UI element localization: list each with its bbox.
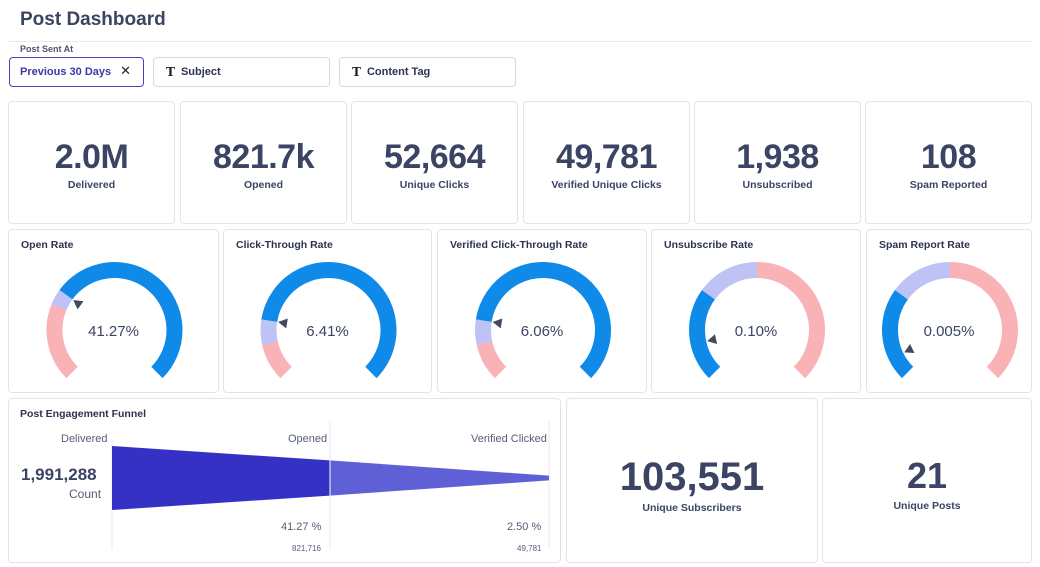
summary-card-unique-subscribers[interactable]: 103,551 Unique Subscribers bbox=[566, 398, 818, 563]
date-range-value: Previous 30 Days bbox=[20, 66, 112, 78]
text-type-icon: T bbox=[352, 65, 361, 79]
gauge-mid-band bbox=[701, 262, 758, 300]
gauge-good-band bbox=[689, 290, 721, 379]
gauge-good-band bbox=[261, 262, 397, 379]
gauge-card-unsubscribe-rate[interactable]: Unsubscribe Rate 0.10% bbox=[651, 229, 861, 393]
gauge-mid-band bbox=[475, 319, 493, 345]
funnel-stage-percent: 41.27 % bbox=[281, 521, 322, 533]
funnel-stage-count: 49,781 bbox=[517, 544, 542, 553]
funnel-title: Post Engagement Funnel bbox=[20, 408, 147, 420]
funnel-stage-label: Verified Clicked bbox=[471, 433, 547, 445]
stat-card-opened[interactable]: 821.7k Opened bbox=[180, 101, 347, 224]
gauge-chart bbox=[475, 262, 611, 379]
summary-label: Unique Subscribers bbox=[642, 502, 742, 514]
gauge-mid-band bbox=[894, 262, 951, 300]
text-type-icon: T bbox=[166, 65, 175, 79]
content-tag-filter[interactable]: T Content Tag bbox=[339, 57, 516, 87]
stat-label: Unsubscribed bbox=[742, 179, 813, 191]
summary-card-unique-posts[interactable]: 21 Unique Posts bbox=[822, 398, 1032, 563]
funnel-segment-delivered-opened bbox=[112, 446, 330, 510]
stat-label: Opened bbox=[243, 179, 284, 191]
stat-card-verified-unique-clicks[interactable]: 49,781 Verified Unique Clicks bbox=[523, 101, 690, 224]
gauge-needle-marker bbox=[707, 334, 718, 345]
stat-card-unsubscribed[interactable]: 1,938 Unsubscribed bbox=[694, 101, 861, 224]
stat-value: 108 bbox=[920, 138, 977, 176]
gauge-bad-band bbox=[262, 341, 292, 379]
stat-label: Unique Clicks bbox=[399, 179, 470, 191]
stat-value: 821.7k bbox=[213, 138, 315, 176]
gauge-bad-band bbox=[46, 303, 78, 379]
stat-value: 52,664 bbox=[384, 138, 486, 176]
page-title: Post Dashboard bbox=[20, 9, 166, 30]
stat-value: 2.0M bbox=[54, 138, 129, 176]
date-range-filter[interactable]: Previous 30 Days ✕ bbox=[9, 57, 144, 87]
gauge-chart bbox=[46, 262, 183, 379]
gauge-card-spam-report-rate[interactable]: Spam Report Rate 0.005% bbox=[866, 229, 1032, 393]
stat-label: Verified Unique Clicks bbox=[551, 179, 662, 191]
gauge-good-band bbox=[882, 290, 914, 379]
funnel-card[interactable]: Post Engagement Funnel Delivered Opened … bbox=[8, 398, 561, 563]
gauge-good-band bbox=[59, 262, 183, 379]
gauge-card-click-through-rate[interactable]: Click-Through Rate 6.41% bbox=[223, 229, 432, 393]
gauge-needle-marker bbox=[278, 318, 288, 329]
summary-label: Unique Posts bbox=[893, 500, 961, 512]
stat-card-unique-clicks[interactable]: 52,664 Unique Clicks bbox=[351, 101, 518, 224]
funnel-stage-label: Delivered bbox=[61, 433, 108, 445]
filter-label-post-sent-at: Post Sent At bbox=[20, 44, 74, 54]
stat-value: 1,938 bbox=[736, 138, 819, 176]
subject-filter[interactable]: T Subject bbox=[153, 57, 330, 87]
gauge-needle-marker bbox=[492, 318, 503, 329]
summary-value: 103,551 bbox=[619, 455, 765, 499]
gauge-card-verified-click-through-rate[interactable]: Verified Click-Through Rate 6.06% bbox=[437, 229, 647, 393]
funnel-stage-percent: 2.50 % bbox=[507, 521, 542, 533]
gauge-needle-marker bbox=[904, 343, 915, 353]
funnel-segment-opened-clicked bbox=[330, 460, 549, 496]
stat-card-spam-reported[interactable]: 108 Spam Reported bbox=[865, 101, 1032, 224]
gauge-title: Open Rate bbox=[21, 239, 74, 251]
gauge-value: 0.10% bbox=[734, 323, 778, 340]
close-icon[interactable]: ✕ bbox=[120, 63, 131, 78]
funnel-total-value: 1,991,288 bbox=[21, 465, 97, 484]
gauge-title: Click-Through Rate bbox=[236, 239, 333, 251]
stat-card-delivered[interactable]: 2.0M Delivered bbox=[8, 101, 175, 224]
subject-filter-label: Subject bbox=[180, 66, 221, 78]
gauge-bad-band bbox=[476, 341, 507, 379]
gauge-value: 6.06% bbox=[520, 323, 564, 340]
funnel-stage-count: 821,716 bbox=[292, 544, 321, 553]
stat-label: Delivered bbox=[67, 179, 116, 191]
funnel-chart bbox=[111, 421, 550, 549]
gauge-bad-band bbox=[756, 262, 825, 379]
funnel-stage-label: Opened bbox=[288, 433, 328, 445]
funnel-total-label: Count bbox=[69, 487, 102, 501]
gauge-mid-band bbox=[51, 290, 73, 311]
gauge-value: 6.41% bbox=[306, 323, 349, 340]
gauge-bad-band bbox=[949, 262, 1018, 379]
gauge-title: Unsubscribe Rate bbox=[664, 239, 754, 251]
header-divider bbox=[8, 41, 1032, 42]
gauge-title: Spam Report Rate bbox=[879, 239, 971, 251]
stat-label: Spam Reported bbox=[909, 179, 988, 191]
stat-value: 49,781 bbox=[556, 138, 658, 176]
gauge-value: 41.27% bbox=[88, 323, 139, 340]
gauge-title: Verified Click-Through Rate bbox=[450, 239, 588, 251]
gauge-chart bbox=[882, 262, 1018, 379]
gauge-card-open-rate[interactable]: Open Rate 41.27% bbox=[8, 229, 219, 393]
gauge-mid-band bbox=[260, 319, 278, 345]
gauge-good-band bbox=[475, 262, 611, 379]
summary-value: 21 bbox=[906, 455, 948, 496]
content-tag-filter-label: Content Tag bbox=[366, 66, 431, 78]
gauge-chart bbox=[260, 262, 397, 379]
gauge-value: 0.005% bbox=[923, 323, 975, 340]
gauge-needle-marker bbox=[73, 300, 84, 310]
gauge-chart bbox=[689, 262, 825, 379]
